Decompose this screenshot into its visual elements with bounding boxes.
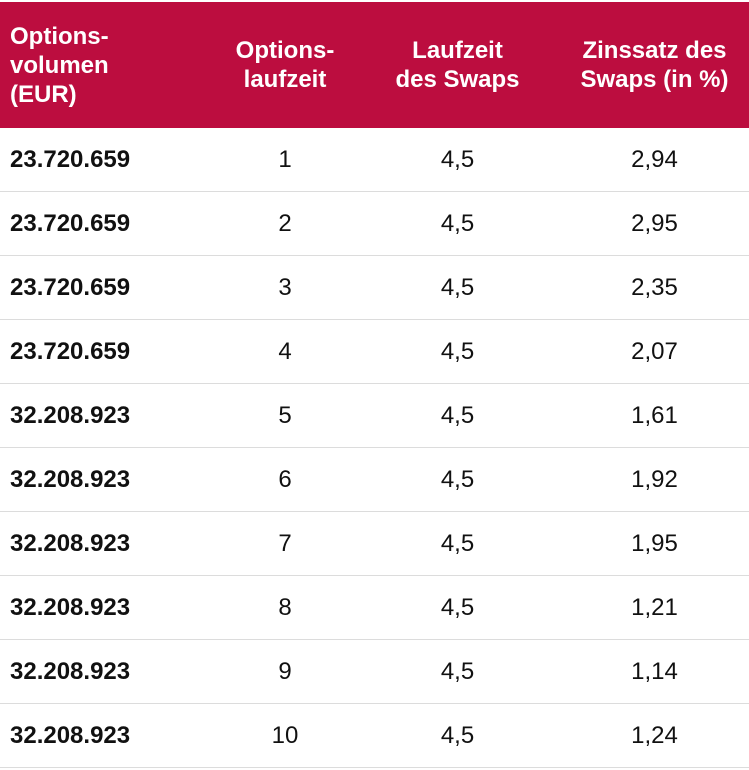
header-swap-term: Laufzeit des Swaps bbox=[355, 2, 560, 128]
cell-options-term: 9 bbox=[215, 639, 355, 704]
cell-swap-term: 4,5 bbox=[355, 191, 560, 256]
cell-options-term: 5 bbox=[215, 383, 355, 448]
cell-options-volume: 23.720.659 bbox=[0, 255, 215, 320]
cell-options-volume: 23.720.659 bbox=[0, 128, 215, 192]
cell-swap-rate: 1,95 bbox=[560, 511, 749, 576]
cell-swap-rate: 2,07 bbox=[560, 319, 749, 384]
cell-swap-rate: 1,24 bbox=[560, 703, 749, 768]
cell-options-term: 8 bbox=[215, 575, 355, 640]
header-swap-rate: Zinssatz des Swaps (in %) bbox=[560, 2, 749, 128]
cell-options-volume: 23.720.659 bbox=[0, 191, 215, 256]
table-row: 32.208.923 10 4,5 1,24 bbox=[0, 703, 749, 768]
cell-swap-rate: 1,92 bbox=[560, 447, 749, 512]
cell-swap-term: 4,5 bbox=[355, 383, 560, 448]
cell-options-volume: 32.208.923 bbox=[0, 383, 215, 448]
cell-options-volume: 23.720.659 bbox=[0, 319, 215, 384]
cell-swap-rate: 2,95 bbox=[560, 191, 749, 256]
cell-options-volume: 32.208.923 bbox=[0, 511, 215, 576]
cell-options-term: 2 bbox=[215, 191, 355, 256]
cell-options-term: 4 bbox=[215, 319, 355, 384]
cell-options-term: 1 bbox=[215, 128, 355, 192]
table-row: 32.208.923 5 4,5 1,61 bbox=[0, 383, 749, 448]
cell-swap-rate: 1,21 bbox=[560, 575, 749, 640]
cell-swap-term: 4,5 bbox=[355, 255, 560, 320]
table-row: 32.208.923 6 4,5 1,92 bbox=[0, 447, 749, 512]
cell-swap-term: 4,5 bbox=[355, 447, 560, 512]
table-row: 32.208.923 8 4,5 1,21 bbox=[0, 575, 749, 640]
cell-swap-rate: 1,61 bbox=[560, 383, 749, 448]
cell-options-volume: 32.208.923 bbox=[0, 447, 215, 512]
cell-swap-term: 4,5 bbox=[355, 639, 560, 704]
cell-options-term: 3 bbox=[215, 255, 355, 320]
cell-swap-term: 4,5 bbox=[355, 703, 560, 768]
cell-swap-rate: 1,14 bbox=[560, 639, 749, 704]
cell-swap-term: 4,5 bbox=[355, 575, 560, 640]
cell-options-term: 7 bbox=[215, 511, 355, 576]
table-row: 23.720.659 1 4,5 2,94 bbox=[0, 128, 749, 192]
cell-swap-term: 4,5 bbox=[355, 511, 560, 576]
cell-swap-rate: 2,94 bbox=[560, 128, 749, 192]
table-row: 32.208.923 7 4,5 1,95 bbox=[0, 511, 749, 576]
table-row: 23.720.659 2 4,5 2,95 bbox=[0, 191, 749, 256]
header-row: Options- volumen (EUR) Options- laufzeit… bbox=[0, 2, 749, 128]
cell-options-term: 6 bbox=[215, 447, 355, 512]
table-row: 32.208.923 9 4,5 1,14 bbox=[0, 639, 749, 704]
header-options-volume: Options- volumen (EUR) bbox=[0, 2, 215, 128]
cell-swap-rate: 2,35 bbox=[560, 255, 749, 320]
header-options-term: Options- laufzeit bbox=[215, 2, 355, 128]
table-row: 23.720.659 4 4,5 2,07 bbox=[0, 319, 749, 384]
cell-options-volume: 32.208.923 bbox=[0, 639, 215, 704]
cell-options-term: 10 bbox=[215, 703, 355, 768]
cell-swap-term: 4,5 bbox=[355, 128, 560, 192]
table-row: 23.720.659 3 4,5 2,35 bbox=[0, 255, 749, 320]
cell-options-volume: 32.208.923 bbox=[0, 703, 215, 768]
cell-swap-term: 4,5 bbox=[355, 319, 560, 384]
cell-options-volume: 32.208.923 bbox=[0, 575, 215, 640]
